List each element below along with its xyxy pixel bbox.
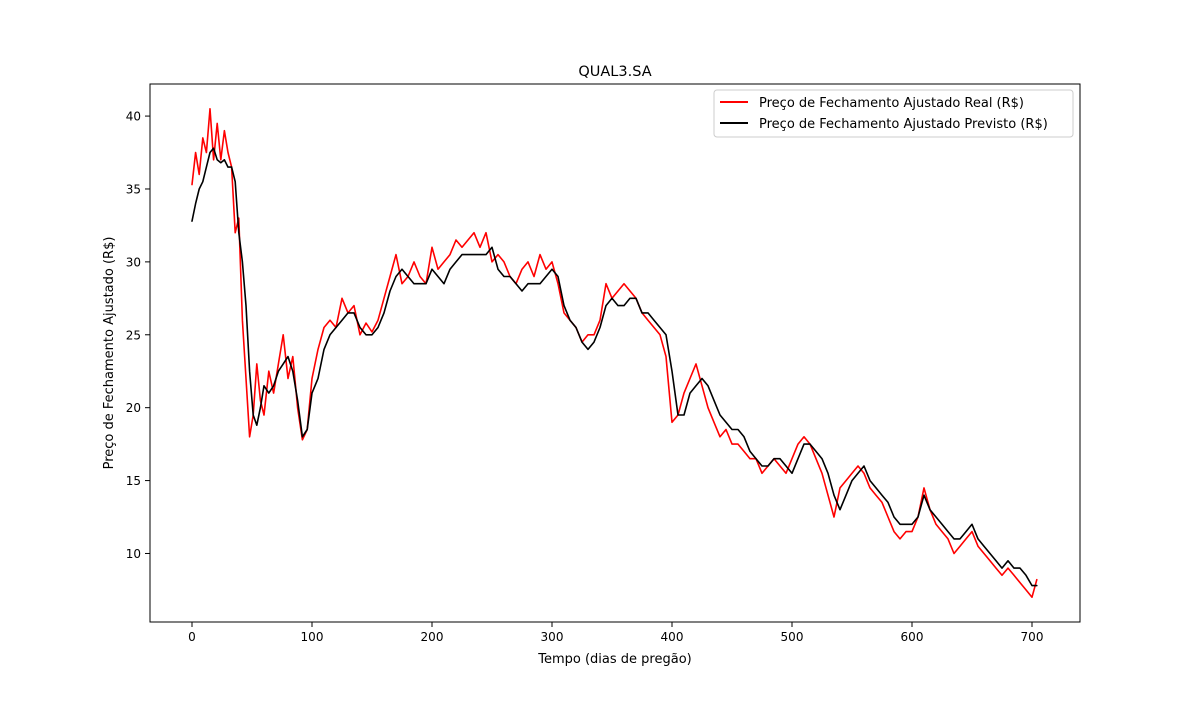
x-tick-label: 200 — [421, 630, 444, 644]
y-tick-label: 25 — [126, 328, 141, 342]
y-tick-label: 40 — [126, 110, 141, 124]
x-tick-label: 300 — [541, 630, 564, 644]
x-axis-label: Tempo (dias de pregão) — [537, 652, 691, 667]
x-tick-label: 500 — [781, 630, 804, 644]
chart-title: QUAL3.SA — [578, 64, 651, 80]
legend-box — [713, 89, 1074, 138]
y-tick-label: 10 — [126, 547, 141, 561]
x-tick-label: 600 — [901, 630, 924, 644]
y-tick-label: 20 — [126, 401, 141, 415]
legend-label-real: Preço de Fechamento Ajustado Real (R$) — [759, 96, 1024, 111]
x-tick-label: 0 — [188, 630, 196, 644]
plot-frame — [149, 83, 1081, 623]
x-tick-label: 400 — [661, 630, 684, 644]
x-axis: 0 100 200 300 400 500 600 700 — [188, 622, 1043, 644]
x-tick-label: 100 — [301, 630, 324, 644]
series-layer — [191, 108, 1038, 599]
y-tick-label: 35 — [126, 182, 141, 196]
x-tick-label: 700 — [1021, 630, 1044, 644]
y-tick-label: 30 — [126, 255, 141, 269]
legend-label-predicted: Preço de Fechamento Ajustado Previsto (R… — [759, 117, 1048, 132]
series-line-real — [191, 108, 1038, 599]
plot-area — [149, 83, 1081, 623]
y-tick-label: 15 — [126, 474, 141, 488]
legend: Preço de Fechamento Ajustado Real (R$) P… — [713, 89, 1074, 138]
y-axis-label: Preço de Fechamento Ajustado (R$) — [102, 237, 117, 470]
series-line-predicted — [191, 147, 1038, 587]
y-axis: 10 15 20 25 30 35 40 — [126, 110, 150, 561]
